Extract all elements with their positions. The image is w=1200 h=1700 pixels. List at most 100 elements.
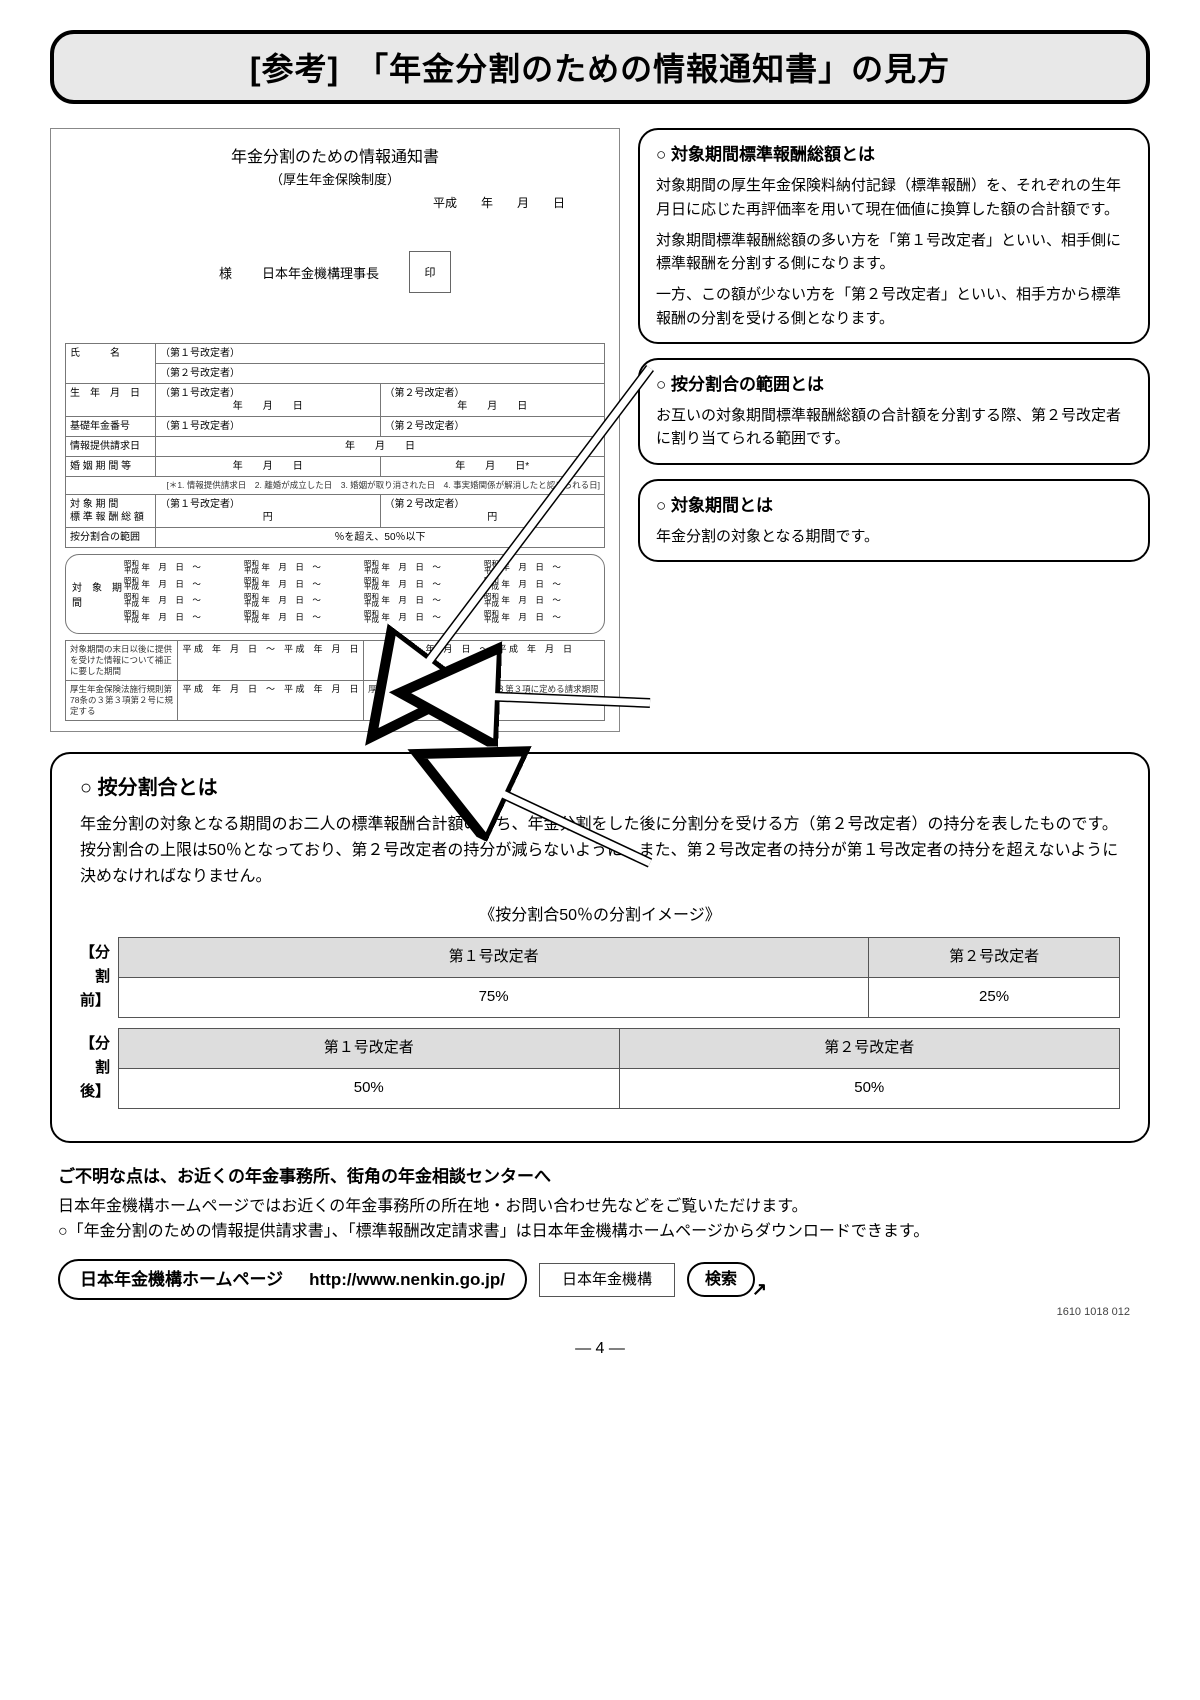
law-r: 厚生年金保険法施行規則第78条の３第３項に定める請求期限 [364, 681, 605, 721]
total-l: （第１号改定者）円 [156, 495, 381, 528]
page-title: [参考] 「年金分割のための情報通知書」の見方 [74, 44, 1126, 90]
title-bar: [参考] 「年金分割のための情報通知書」の見方 [50, 30, 1150, 104]
ratio-val: ％を超え、50％以下 [156, 528, 605, 548]
mainbox: 按分割合とは 年金分割の対象となる期間のお二人の標準報酬合計額のうち、年金分割を… [50, 752, 1150, 1142]
infobox-total: 対象期間標準報酬総額とは 対象期間の厚生年金保険料納付記録（標準報酬）を、それぞ… [638, 128, 1150, 344]
form-main-table: 氏 名 （第１号改定者） （第２号改定者） 生 年 月 日 （第１号改定者）年 … [65, 343, 605, 548]
infobox-period: 対象期間とは 年金分割の対象となる期間です。 [638, 479, 1150, 563]
upper-row: 年金分割のための情報通知書 （厚生年金保険制度） 平成 年 月 日 様 日本年金… [50, 128, 1150, 732]
period-rows: 昭和 平成 年 月 日 ～ 昭和 平成 年 月 日 ～ 昭和 平成 年 月 日 ～ 昭… [124, 561, 598, 627]
before-label: 【分割前】 [80, 937, 119, 1017]
page-number: — 4 — [50, 1340, 1150, 1358]
ratio-label: 按分割合の範囲 [66, 528, 156, 548]
infobox-ratio-p1: お互いの対象期間標準報酬総額の合計額を分割する際、第２号改定者に割り当てられる範… [656, 404, 1132, 451]
period-block-label: 対 象 期 間 [72, 561, 124, 627]
after-p1: 第１号改定者 [119, 1028, 619, 1068]
hp-url: http://www.nenkin.go.jp/ [309, 1266, 505, 1293]
footer-t1: ご不明な点は、お近くの年金事務所、街角の年金相談センターへ [58, 1163, 1142, 1190]
period-cell: 昭和 平成 年 月 日 ～ [124, 578, 238, 592]
after-p1-pct: 50% [119, 1068, 619, 1108]
law-label: 厚生年金保険法施行規則第78条の３第３項第２号に規定する [66, 681, 178, 721]
late-val-l: 平 成 年 月 日 ～ 平 成 年 月 日 [178, 641, 364, 681]
side-boxes: 対象期間標準報酬総額とは 対象期間の厚生年金保険料納付記録（標準報酬）を、それぞ… [638, 128, 1150, 732]
req-val: 年 月 日 [156, 437, 605, 457]
req-label: 情報提供請求日 [66, 437, 156, 457]
infobox-total-p1: 対象期間の厚生年金保険料納付記録（標準報酬）を、それぞれの生年月日に応じた再評価… [656, 174, 1132, 221]
infobox-ratio-title: 按分割合の範囲とは [656, 372, 1132, 398]
period-cell: 昭和 平成 年 月 日 ～ [124, 611, 238, 625]
split-before-table: 【分割前】 第１号改定者 第２号改定者 75% 25% [80, 937, 1120, 1018]
marriage-note: [＊1. 情報提供請求日 2. 離婚が成立した日 3. 婚姻が取り消された日 4… [66, 477, 605, 495]
infobox-total-title: 対象期間標準報酬総額とは [656, 142, 1132, 168]
name-r1: （第１号改定者） [156, 344, 605, 364]
marriage-r: 年 月 日* [380, 457, 605, 477]
late-val-r: 平 成 年 月 日 ～ 平 成 年 月 日 [364, 641, 605, 681]
marriage-label: 婚 姻 期 間 等 [66, 457, 156, 477]
after-p2-pct: 50% [619, 1068, 1120, 1108]
after-p2: 第２号改定者 [619, 1028, 1120, 1068]
code: 1610 1018 012 [58, 1304, 1142, 1322]
split-caption: 《按分割合50％の分割イメージ》 [80, 903, 1120, 929]
hp-row: 日本年金機構ホームページ http://www.nenkin.go.jp/ 日本… [58, 1259, 1142, 1300]
period-row: 昭和 平成 年 月 日 ～ 昭和 平成 年 月 日 ～ 昭和 平成 年 月 日 ～ 昭… [124, 611, 598, 625]
issuer-label: 日本年金機構理事長 [262, 263, 379, 282]
mainbox-title: 按分割合とは [80, 772, 1120, 804]
sama-label: 様 [219, 263, 232, 282]
period-cell: 昭和 平成 年 月 日 ～ [364, 561, 478, 575]
period-cell: 昭和 平成 年 月 日 ～ [124, 561, 238, 575]
period-cell: 昭和 平成 年 月 日 ～ [484, 611, 598, 625]
hp-label: 日本年金機構ホームページ [80, 1266, 283, 1293]
total-r: （第２号改定者）円 [380, 495, 605, 528]
period-cell: 昭和 平成 年 月 日 ～ [484, 561, 598, 575]
infobox-ratio: 按分割合の範囲とは お互いの対象期間標準報酬総額の合計額を分割する際、第２号改定… [638, 358, 1150, 465]
dob-label: 生 年 月 日 [66, 384, 156, 417]
hp-pill: 日本年金機構ホームページ http://www.nenkin.go.jp/ [58, 1259, 527, 1300]
infobox-total-p2: 対象期間標準報酬総額の多い方を「第１号改定者」といい、相手側に標準報酬を分割する… [656, 229, 1132, 276]
kiso-label: 基礎年金番号 [66, 417, 156, 437]
period-cell: 昭和 平成 年 月 日 ～ [124, 594, 238, 608]
period-row: 昭和 平成 年 月 日 ～ 昭和 平成 年 月 日 ～ 昭和 平成 年 月 日 ～ 昭… [124, 578, 598, 592]
kiso-l: （第１号改定者） [156, 417, 381, 437]
seal-box: 印 [409, 251, 451, 293]
after-label: 【分割後】 [80, 1028, 119, 1108]
period-cell: 昭和 平成 年 月 日 ～ [364, 578, 478, 592]
split-after-table: 【分割後】 第１号改定者 第２号改定者 50% 50% [80, 1028, 1120, 1109]
marriage-l: 年 月 日 [156, 457, 381, 477]
footer-p2: ○「年金分割のための情報提供請求書」、「標準報酬改定請求書」は日本年金機構ホーム… [74, 1219, 1142, 1245]
total-label: 対 象 期 間 標 準 報 酬 総 額 [66, 495, 156, 528]
period-cell: 昭和 平成 年 月 日 ～ [364, 611, 478, 625]
period-cell: 昭和 平成 年 月 日 ～ [244, 594, 358, 608]
period-cell: 昭和 平成 年 月 日 ～ [484, 578, 598, 592]
late-label: 対象期間の末日以後に提供を受けた情報について補正に要した期間 [66, 641, 178, 681]
sample-form: 年金分割のための情報通知書 （厚生年金保険制度） 平成 年 月 日 様 日本年金… [50, 128, 620, 732]
law-val-l: 平 成 年 月 日 ～ 平 成 年 月 日 [178, 681, 364, 721]
footer: ご不明な点は、お近くの年金事務所、街角の年金相談センターへ 日本年金機構ホームペ… [50, 1163, 1150, 1322]
form-bottom-table: 対象期間の末日以後に提供を受けた情報について補正に要した期間 平 成 年 月 日… [65, 640, 605, 721]
infobox-period-p1: 年金分割の対象となる期間です。 [656, 525, 1132, 548]
footer-p1: 日本年金機構ホームページではお近くの年金事務所の所在地・お問い合わせ先などをご覧… [58, 1194, 1142, 1220]
before-p1: 第１号改定者 [119, 937, 869, 977]
period-block: 対 象 期 間 昭和 平成 年 月 日 ～昭和 平成 年 月 日 ～昭和 平成 … [65, 554, 605, 634]
period-cell: 昭和 平成 年 月 日 ～ [244, 611, 358, 625]
addressee-row: 様 日本年金機構理事長 印 [65, 251, 605, 293]
period-cell: 昭和 平成 年 月 日 ～ [244, 561, 358, 575]
search-button[interactable]: 検索 [687, 1262, 755, 1298]
before-p2-pct: 25% [869, 977, 1120, 1017]
dob-l: （第１号改定者）年 月 日 [156, 384, 381, 417]
before-p1-pct: 75% [119, 977, 869, 1017]
before-p2: 第２号改定者 [869, 937, 1120, 977]
period-row: 昭和 平成 年 月 日 ～ 昭和 平成 年 月 日 ～ 昭和 平成 年 月 日 ～ 昭… [124, 561, 598, 575]
form-date: 平成 年 月 日 [65, 194, 605, 211]
period-cell: 昭和 平成 年 月 日 ～ [244, 578, 358, 592]
name-label: 氏 名 [66, 344, 156, 384]
infobox-period-title: 対象期間とは [656, 493, 1132, 519]
dob-r: （第２号改定者）年 月 日 [380, 384, 605, 417]
page: [参考] 「年金分割のための情報通知書」の見方 年金分割のための情報通知書 （厚… [0, 0, 1200, 1700]
form-subtitle: （厚生年金保険制度） [65, 169, 605, 188]
infobox-total-p3: 一方、この額が少ない方を「第２号改定者」といい、相手方から標準報酬の分割を受ける… [656, 283, 1132, 330]
period-cell: 昭和 平成 年 月 日 ～ [364, 594, 478, 608]
kiso-r: （第２号改定者） [380, 417, 605, 437]
search-box[interactable]: 日本年金機構 [539, 1263, 675, 1297]
form-title: 年金分割のための情報通知書 [65, 143, 605, 167]
mainbox-p1: 年金分割の対象となる期間のお二人の標準報酬合計額のうち、年金分割をした後に分割分… [80, 812, 1120, 838]
